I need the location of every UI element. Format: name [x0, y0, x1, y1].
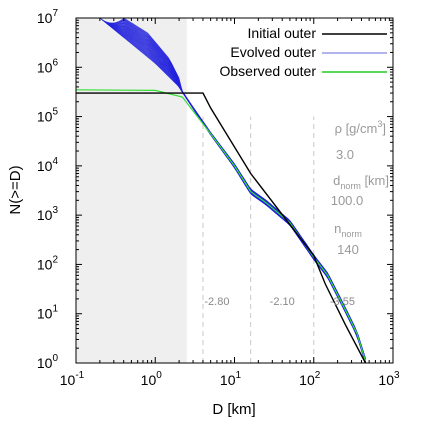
observed-outer-line — [75, 89, 367, 362]
legend-label-initial: Initial outer — [248, 25, 317, 41]
y-tick-label: 106 — [37, 57, 59, 75]
x-tick-label: 103 — [378, 370, 400, 388]
nnorm-value: 140 — [337, 242, 359, 257]
y-tick-label: 102 — [37, 254, 59, 272]
slope-labels: -2.80 -2.10 -3.55 — [204, 296, 355, 308]
x-tick-label: 10-1 — [60, 370, 85, 388]
y-tick-label: 103 — [37, 205, 59, 223]
rho-label: ρ [g/cm3] — [335, 119, 386, 136]
parameter-annotations: ρ [g/cm3] 3.0 dnorm [km] 100.0 nnorm 140 — [331, 119, 389, 257]
y-tick-label: 100 — [37, 353, 59, 371]
dnorm-label: dnorm [km] — [333, 173, 389, 191]
legend: Initial outer Evolved outer Observed out… — [220, 25, 387, 79]
x-tick-label: 100 — [141, 370, 163, 388]
x-tick-label: 102 — [299, 370, 321, 388]
y-tick-label: 101 — [37, 304, 59, 322]
y-axis-title: N(>=D) — [7, 165, 24, 214]
legend-label-evolved: Evolved outer — [230, 44, 316, 60]
y-tick-label: 107 — [37, 8, 59, 26]
dnorm-value: 100.0 — [331, 193, 364, 208]
series-lines — [75, 89, 367, 364]
slope-label-1: -2.10 — [270, 296, 295, 308]
y-tick-label: 105 — [37, 107, 59, 125]
evolved-member-37 — [122, 18, 366, 364]
initial-outer-line — [76, 92, 367, 364]
evolved-member-39 — [123, 17, 366, 359]
legend-label-observed: Observed outer — [220, 63, 317, 79]
x-axis-title: D [km] — [212, 401, 255, 418]
x-tick-label: 101 — [220, 370, 242, 388]
y-tick-label: 104 — [37, 156, 59, 174]
rho-value: 3.0 — [336, 147, 354, 162]
nnorm-label: nnorm — [334, 221, 362, 239]
slope-label-2: -3.55 — [330, 296, 355, 308]
slope-label-0: -2.80 — [204, 296, 229, 308]
